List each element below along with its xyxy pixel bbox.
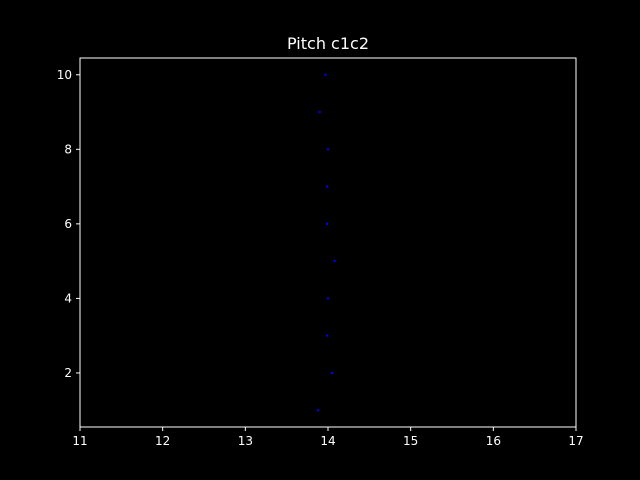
y-tick-label: 10 [57,68,72,82]
x-tick-label: 11 [72,434,87,448]
x-tick-label: 16 [486,434,501,448]
data-point [326,148,330,151]
y-tick-label: 4 [64,291,72,305]
data-point [325,185,329,188]
data-point [326,297,330,300]
data-point [316,409,320,412]
x-tick-label: 12 [155,434,170,448]
x-tick-label: 15 [403,434,418,448]
data-point [318,110,321,114]
chart-title: Pitch c1c2 [287,34,369,53]
data-point [330,371,334,375]
plot-area: 11 12 13 14 15 16 17 2 4 6 8 10 [57,57,584,448]
x-tick-label: 13 [238,434,253,448]
y-tick-label: 2 [64,366,72,380]
data-point [324,73,327,76]
data-point [325,334,329,337]
y-tick-label: 6 [64,217,72,231]
data-point [333,259,336,263]
x-tick-label: 14 [320,434,335,448]
x-tick-label: 17 [568,434,583,448]
y-tick-label: 8 [64,142,72,156]
data-point [325,222,329,226]
